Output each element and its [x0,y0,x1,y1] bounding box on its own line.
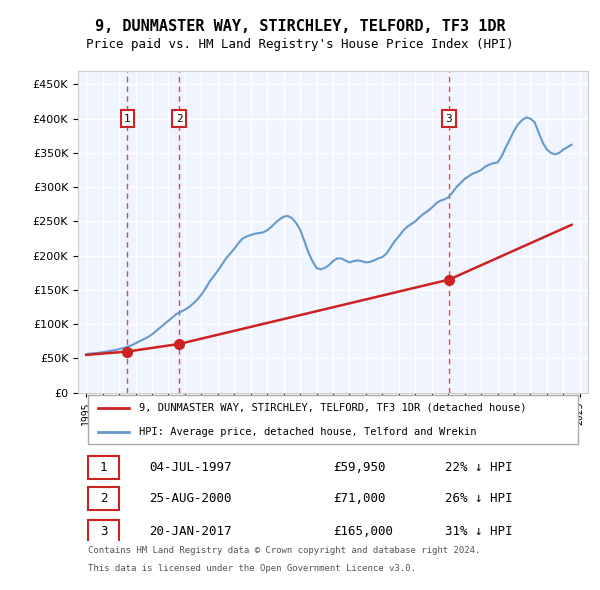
Text: 9, DUNMASTER WAY, STIRCHLEY, TELFORD, TF3 1DR (detached house): 9, DUNMASTER WAY, STIRCHLEY, TELFORD, TF… [139,403,527,413]
Text: 3: 3 [446,114,452,124]
Text: 25-AUG-2000: 25-AUG-2000 [149,492,232,505]
FancyBboxPatch shape [88,487,119,510]
Text: 2: 2 [176,114,182,124]
Text: 04-JUL-1997: 04-JUL-1997 [149,461,232,474]
Text: Contains HM Land Registry data © Crown copyright and database right 2024.: Contains HM Land Registry data © Crown c… [88,546,481,555]
FancyBboxPatch shape [88,395,578,444]
Text: £165,000: £165,000 [333,525,393,538]
Text: HPI: Average price, detached house, Telford and Wrekin: HPI: Average price, detached house, Telf… [139,427,476,437]
Text: 20-JAN-2017: 20-JAN-2017 [149,525,232,538]
Text: 2: 2 [100,492,107,505]
Text: 3: 3 [100,525,107,538]
Text: 26% ↓ HPI: 26% ↓ HPI [445,492,513,505]
Text: £59,950: £59,950 [333,461,386,474]
Text: 1: 1 [124,114,131,124]
Text: This data is licensed under the Open Government Licence v3.0.: This data is licensed under the Open Gov… [88,565,416,573]
Text: 9, DUNMASTER WAY, STIRCHLEY, TELFORD, TF3 1DR: 9, DUNMASTER WAY, STIRCHLEY, TELFORD, TF… [95,19,505,34]
Text: 31% ↓ HPI: 31% ↓ HPI [445,525,513,538]
Text: 1: 1 [100,461,107,474]
FancyBboxPatch shape [88,457,119,479]
Text: Price paid vs. HM Land Registry's House Price Index (HPI): Price paid vs. HM Land Registry's House … [86,38,514,51]
Text: £71,000: £71,000 [333,492,386,505]
FancyBboxPatch shape [88,520,119,543]
Text: 22% ↓ HPI: 22% ↓ HPI [445,461,513,474]
